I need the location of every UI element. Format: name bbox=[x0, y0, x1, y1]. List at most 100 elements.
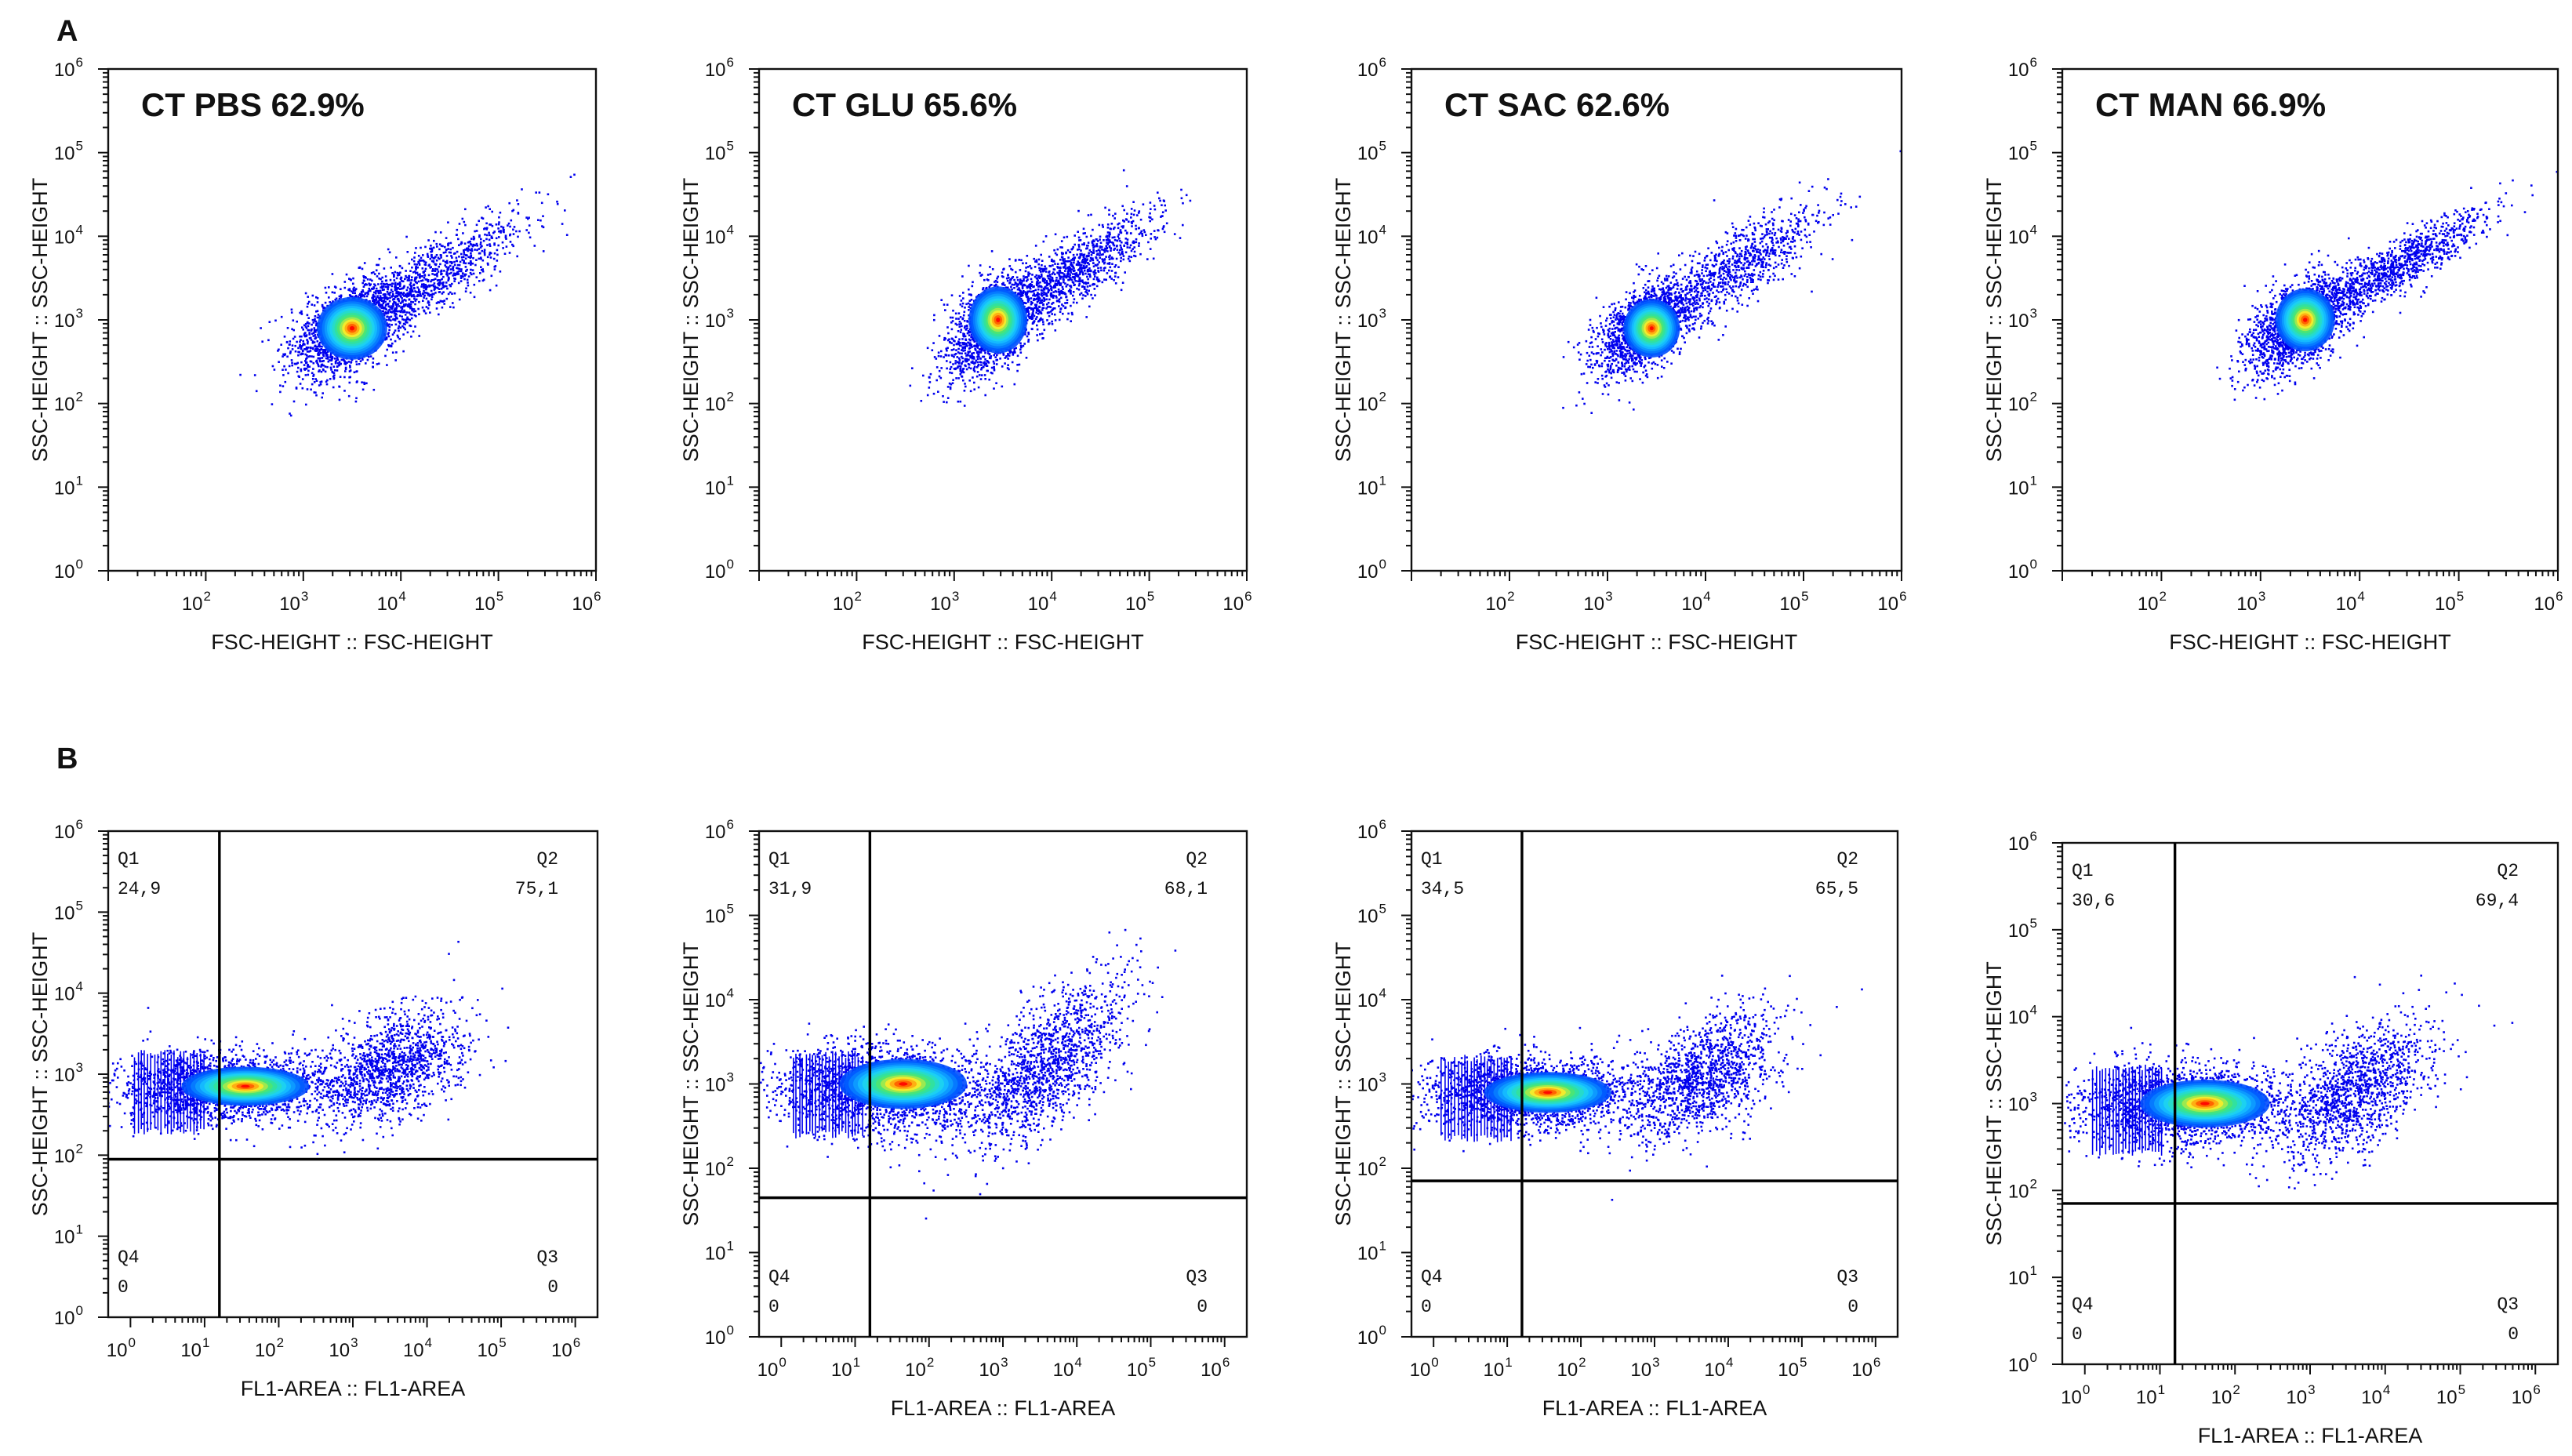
event-dot bbox=[384, 285, 387, 289]
event-dot bbox=[438, 248, 441, 251]
event-dot bbox=[1122, 258, 1125, 261]
event-dot bbox=[943, 303, 946, 306]
event-dot bbox=[1016, 278, 1019, 281]
event-dot bbox=[392, 299, 394, 301]
event-dot bbox=[993, 354, 995, 357]
event-dot bbox=[311, 347, 314, 350]
event-dot bbox=[1092, 271, 1095, 274]
event-dot bbox=[424, 284, 427, 286]
event-dot bbox=[508, 252, 511, 254]
event-dot bbox=[1101, 281, 1104, 284]
event-dot bbox=[440, 256, 442, 259]
event-dot bbox=[369, 289, 371, 292]
event-dot bbox=[452, 265, 455, 268]
event-dot bbox=[307, 303, 309, 305]
event-dot bbox=[955, 349, 957, 351]
event-dot bbox=[1082, 273, 1084, 276]
event-dot bbox=[1033, 320, 1036, 322]
event-dot bbox=[390, 267, 392, 269]
event-dot bbox=[291, 328, 293, 331]
event-dot bbox=[463, 249, 465, 252]
event-dot bbox=[1004, 357, 1007, 359]
event-dot bbox=[986, 361, 989, 363]
event-dot bbox=[979, 274, 983, 277]
event-dot bbox=[434, 270, 437, 272]
event-dot bbox=[950, 383, 953, 386]
event-dot bbox=[946, 401, 948, 404]
event-dot bbox=[968, 314, 970, 317]
event-dot bbox=[969, 293, 972, 296]
event-dot bbox=[472, 256, 474, 260]
event-dot bbox=[421, 275, 423, 278]
event-dot bbox=[950, 294, 954, 296]
event-dot bbox=[303, 334, 306, 336]
event-dot bbox=[290, 308, 293, 311]
event-dot bbox=[1045, 307, 1048, 310]
event-dot bbox=[439, 254, 442, 256]
event-dot bbox=[410, 336, 412, 338]
event-dot bbox=[1122, 255, 1125, 257]
event-dot bbox=[962, 343, 964, 346]
event-dot bbox=[1058, 300, 1061, 303]
event-dot bbox=[431, 292, 434, 296]
event-dot bbox=[441, 286, 444, 289]
event-dot bbox=[372, 286, 375, 289]
event-dot bbox=[471, 269, 474, 271]
event-dot bbox=[1126, 243, 1129, 246]
event-dot bbox=[1055, 295, 1057, 297]
event-dot bbox=[318, 348, 321, 351]
event-dot bbox=[1101, 249, 1103, 251]
event-dot bbox=[409, 279, 411, 281]
event-dot bbox=[983, 374, 986, 376]
event-dot bbox=[450, 255, 452, 257]
event-dot bbox=[423, 270, 427, 272]
event-dot bbox=[383, 289, 385, 291]
event-dot bbox=[300, 352, 303, 355]
event-dot bbox=[1073, 283, 1076, 286]
event-dot bbox=[1090, 258, 1093, 261]
event-dot bbox=[409, 291, 412, 293]
event-dot bbox=[1086, 275, 1088, 278]
event-dot bbox=[1077, 249, 1079, 251]
event-dot bbox=[994, 285, 997, 287]
event-dot bbox=[319, 360, 322, 363]
event-dot bbox=[449, 291, 452, 294]
event-dot bbox=[980, 349, 983, 352]
event-dot bbox=[452, 306, 455, 309]
event-dot bbox=[354, 294, 358, 297]
event-dot bbox=[1099, 235, 1102, 238]
event-dot bbox=[415, 267, 417, 270]
event-dot bbox=[1161, 215, 1164, 217]
event-dot bbox=[1007, 364, 1009, 366]
event-dot bbox=[943, 339, 946, 341]
event-dot bbox=[322, 392, 324, 394]
event-dot bbox=[410, 300, 412, 303]
event-dot bbox=[521, 188, 523, 191]
event-dot bbox=[1040, 300, 1042, 302]
event-dot bbox=[961, 318, 964, 321]
event-dot bbox=[317, 314, 320, 316]
event-dot bbox=[307, 296, 309, 298]
x-axis-label: FSC-HEIGHT :: FSC-HEIGHT bbox=[211, 630, 493, 654]
event-dot bbox=[1041, 318, 1044, 321]
event-dot bbox=[399, 288, 401, 290]
event-dot bbox=[455, 272, 457, 275]
event-dot bbox=[431, 270, 434, 272]
event-dot bbox=[372, 295, 375, 298]
event-dot bbox=[1149, 212, 1151, 215]
event-dot bbox=[950, 337, 954, 340]
event-dot bbox=[313, 304, 316, 307]
event-dot bbox=[375, 303, 377, 306]
event-dot bbox=[284, 380, 287, 383]
event-dot bbox=[1110, 278, 1113, 280]
event-dot bbox=[391, 324, 393, 326]
event-dot bbox=[315, 346, 318, 348]
event-dot bbox=[314, 334, 317, 336]
event-dot bbox=[297, 354, 300, 357]
event-dot bbox=[342, 358, 345, 361]
event-dot bbox=[380, 299, 382, 302]
event-dot bbox=[325, 354, 329, 356]
event-dot bbox=[1052, 294, 1054, 297]
event-dot bbox=[1057, 288, 1060, 291]
event-dot bbox=[401, 305, 404, 308]
